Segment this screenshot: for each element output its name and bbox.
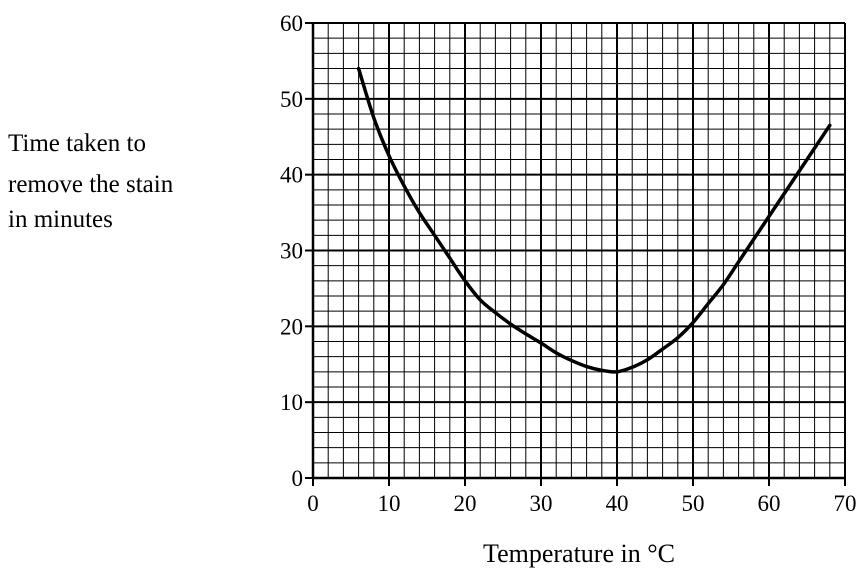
y-tick-label: 60 [280,11,303,36]
series-line [356,66,832,374]
x-tick-label: 10 [378,491,401,516]
y-axis-title-line-1: Time taken to [8,130,146,157]
x-tick-label: 20 [454,491,477,516]
major-grid [312,22,846,479]
y-tick-label: 20 [280,314,303,339]
y-tick-label: 50 [280,87,303,112]
x-axis-title: Temperature in °C [483,539,675,568]
y-tick-label: 40 [280,163,303,188]
axes [305,22,846,486]
y-tick-label: 30 [280,239,303,264]
y-axis-title-line-2: remove the stain [8,171,174,198]
y-axis-title-line-3: in minutes [8,206,113,233]
x-tick-label: 0 [307,491,319,516]
x-tick-label: 70 [834,491,857,516]
x-tick-label: 60 [758,491,781,516]
tick-labels: 0 10 20 30 40 50 60 0 10 20 30 40 50 60 70 [280,11,857,516]
x-tick-label: 40 [606,491,629,516]
y-tick-label: 10 [280,390,303,415]
x-tick-label: 50 [682,491,705,516]
x-tick-label: 30 [530,491,553,516]
series-layer [356,66,832,374]
y-tick-label: 0 [292,466,304,491]
